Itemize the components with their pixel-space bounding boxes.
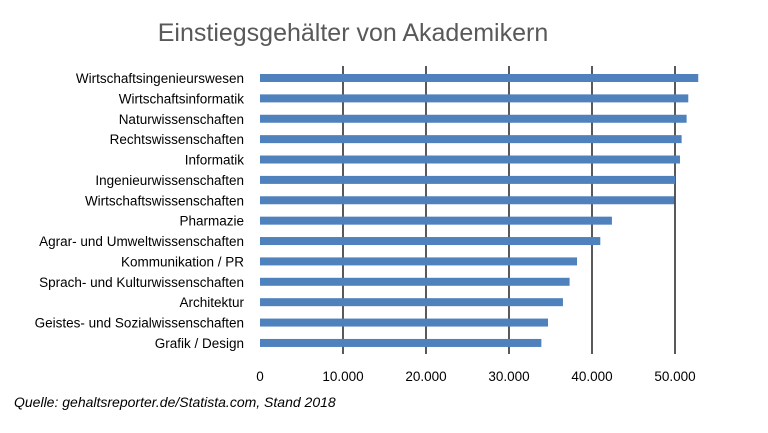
bar	[260, 175, 675, 184]
x-tick-label: 50.000	[654, 369, 695, 384]
bar	[260, 155, 680, 164]
bar	[260, 114, 687, 123]
category-label: Pharmazie	[179, 214, 244, 229]
x-tick-label: 40.000	[571, 369, 612, 384]
category-label: Informatik	[185, 153, 245, 168]
category-label: Wirtschaftsingenieurswesen	[76, 71, 244, 86]
category-label: Wirtschaftswissenschaften	[85, 193, 244, 208]
category-label: Wirtschaftsinformatik	[119, 91, 245, 106]
category-label: Naturwissenschaften	[119, 112, 244, 127]
bar	[260, 318, 549, 327]
tick-labels: 0 10.000 20.000 30.000 40.000 50.000	[256, 369, 695, 384]
bar	[260, 277, 570, 286]
category-label: Architektur	[179, 295, 244, 310]
source-note: Quelle: gehaltsreporter.de/Statista.com,…	[14, 394, 336, 410]
x-tick-label: 20.000	[405, 369, 446, 384]
bar	[260, 196, 675, 205]
category-label: Ingenieurwissenschaften	[95, 173, 244, 188]
x-tick-label: 10.000	[322, 369, 363, 384]
category-label: Geistes- und Sozialwissenschaften	[35, 316, 244, 331]
category-labels: Wirtschaftsingenieurswesen Wirtschaftsinf…	[35, 71, 245, 351]
gridlines	[342, 66, 676, 354]
category-label: Sprach- und Kulturwissenschaften	[39, 275, 244, 290]
category-label: Agrar- und Umweltwissenschaften	[39, 234, 244, 249]
bar	[260, 135, 682, 144]
bar	[260, 216, 612, 225]
x-tick-label: 0	[256, 369, 264, 384]
bar	[260, 94, 689, 103]
bar	[260, 74, 699, 82]
bar	[260, 338, 542, 347]
bars	[260, 74, 699, 347]
bar	[260, 237, 601, 246]
bar	[260, 257, 578, 266]
bar	[260, 298, 563, 307]
chart-title: Einstiegsgehälter von Akademikern	[158, 19, 549, 47]
category-label: Rechtswissenschaften	[110, 132, 244, 147]
category-label: Grafik / Design	[155, 336, 244, 351]
category-label: Kommunikation / PR	[121, 254, 244, 269]
x-tick-label: 30.000	[488, 369, 529, 384]
